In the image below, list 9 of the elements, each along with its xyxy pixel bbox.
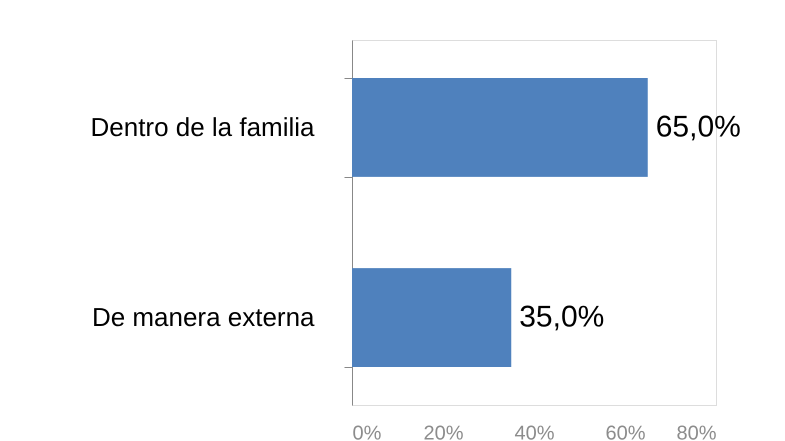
x-tick-label: 60% (605, 422, 646, 441)
y-tick-label: Dentro de la familia (90, 112, 316, 142)
data-label: 35,0% (519, 300, 604, 334)
x-tick-label: 20% (423, 422, 464, 441)
y-tick-label: De manera externa (92, 302, 316, 332)
x-tick-label: 0% (352, 422, 382, 441)
x-tick-label: 80% (676, 422, 717, 441)
x-tick-label: 40% (514, 422, 555, 441)
data-label: 65,0% (656, 110, 741, 144)
